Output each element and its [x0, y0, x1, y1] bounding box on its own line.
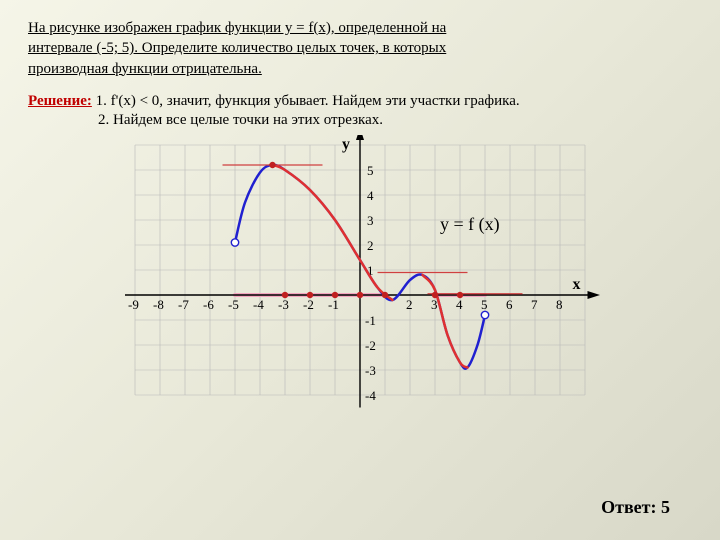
svg-text:y = f (x): y = f (x) [440, 214, 500, 235]
solution-label: Решение: [28, 93, 92, 109]
svg-text:6: 6 [506, 297, 513, 312]
svg-text:-5: -5 [228, 297, 239, 312]
svg-text:3: 3 [431, 297, 438, 312]
svg-text:5: 5 [367, 163, 374, 178]
svg-text:-3: -3 [278, 297, 289, 312]
svg-text:5: 5 [481, 297, 488, 312]
svg-text:y: y [342, 136, 350, 153]
svg-text:-4: -4 [253, 297, 264, 312]
answer: Ответ: 5 [601, 497, 670, 518]
svg-text:-4: -4 [365, 388, 376, 403]
svg-text:4: 4 [367, 188, 374, 203]
svg-text:-1: -1 [328, 297, 339, 312]
svg-text:x: x [573, 276, 581, 293]
function-chart: yx-9-8-7-6-5-4-3-2-1234567854321-1-2-3-4… [100, 135, 620, 425]
solution-step1: Решение: 1. f'(x) < 0, значит, функция у… [28, 93, 692, 110]
svg-text:2: 2 [367, 238, 374, 253]
svg-text:3: 3 [367, 213, 374, 228]
svg-text:-8: -8 [153, 297, 164, 312]
problem-text: На рисунке изображен график функции y = … [28, 18, 692, 79]
svg-text:-6: -6 [203, 297, 214, 312]
svg-text:2: 2 [406, 297, 413, 312]
svg-text:-2: -2 [365, 338, 376, 353]
svg-text:4: 4 [456, 297, 463, 312]
solution-step2: 2. Найдем все целые точки на этих отрезк… [98, 112, 692, 129]
svg-text:-7: -7 [178, 297, 189, 312]
svg-text:-1: -1 [365, 313, 376, 328]
svg-text:7: 7 [531, 297, 538, 312]
svg-text:-2: -2 [303, 297, 314, 312]
svg-text:-3: -3 [365, 363, 376, 378]
svg-text:8: 8 [556, 297, 563, 312]
svg-text:-9: -9 [128, 297, 139, 312]
